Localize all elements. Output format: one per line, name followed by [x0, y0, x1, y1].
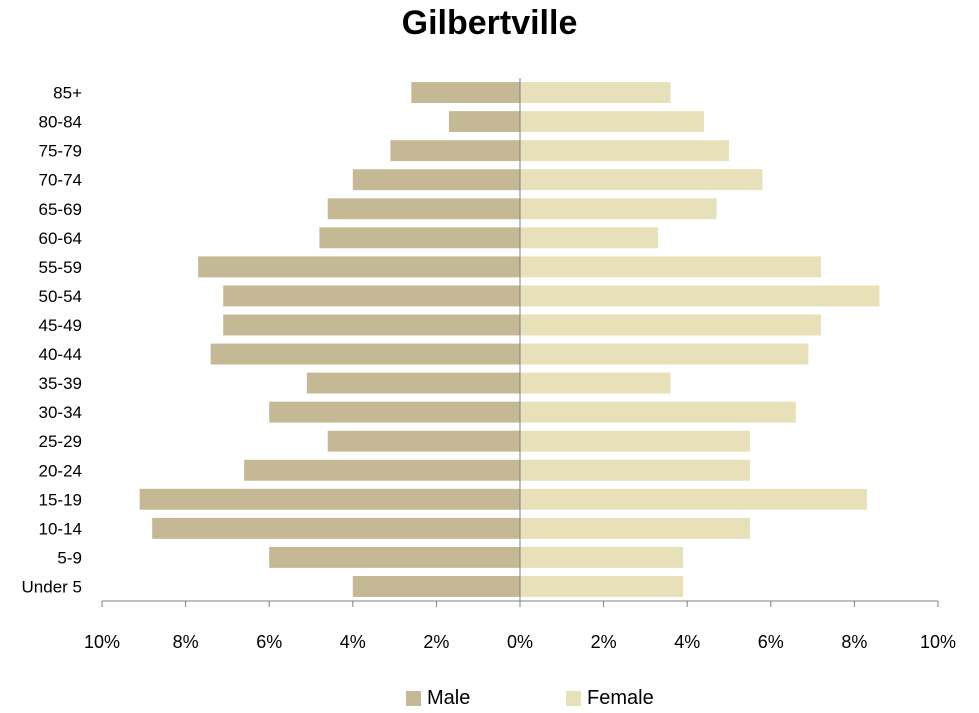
bar-male	[244, 459, 520, 481]
category-label: 35-39	[39, 374, 82, 393]
bar-female	[520, 576, 684, 597]
bar-female	[520, 256, 821, 278]
x-tick-label: 4%	[340, 632, 366, 652]
category-label: 15-19	[39, 490, 82, 509]
bars-group	[139, 82, 880, 597]
bar-male	[352, 576, 520, 597]
bar-male	[448, 111, 520, 133]
bar-female	[520, 314, 821, 336]
category-label: 10-14	[39, 519, 82, 538]
category-label: 30-34	[39, 403, 82, 422]
bar-female	[520, 401, 796, 423]
x-tick-label: 6%	[758, 632, 784, 652]
x-tick-label: 10%	[84, 632, 120, 652]
category-label: 80-84	[39, 113, 82, 132]
x-tick-label: 4%	[674, 632, 700, 652]
category-label: 60-64	[39, 229, 82, 248]
category-label: 45-49	[39, 316, 82, 335]
bar-male	[319, 227, 520, 249]
category-label: 85+	[53, 84, 82, 103]
category-label: 70-74	[39, 171, 82, 190]
legend-swatch-female	[566, 690, 581, 706]
bar-male	[152, 517, 520, 539]
category-label: 20-24	[39, 461, 82, 480]
legend-label-female: Female	[587, 686, 654, 709]
x-tick-label: 2%	[423, 632, 449, 652]
category-label: 25-29	[39, 432, 82, 451]
bar-female	[520, 140, 729, 162]
x-tick-label: 0%	[507, 632, 533, 652]
bar-female	[520, 430, 750, 452]
category-label: 55-59	[39, 258, 82, 277]
bar-female	[520, 169, 763, 191]
bar-male	[390, 140, 520, 162]
category-label: 75-79	[39, 142, 82, 161]
bar-female	[520, 82, 671, 103]
bar-male	[223, 314, 520, 336]
category-label: 50-54	[39, 287, 82, 306]
bar-female	[520, 372, 671, 394]
x-tick-label: 10%	[920, 632, 956, 652]
x-tick-label: 8%	[173, 632, 199, 652]
bar-female	[520, 227, 658, 249]
legend-item-female: Female	[566, 686, 654, 710]
category-label: 5-9	[57, 548, 82, 567]
x-tick-label: 6%	[256, 632, 282, 652]
category-label: Under 5	[22, 577, 82, 596]
bar-female	[520, 111, 704, 133]
bar-female	[520, 285, 880, 307]
x-axis-group: 10% 8% 6% 4% 2% 0% 2% 4% 6% 8% 10%	[84, 78, 956, 652]
bar-male	[306, 372, 520, 394]
category-label: 65-69	[39, 200, 82, 219]
bar-male	[327, 198, 520, 220]
legend-swatch-male	[406, 690, 421, 706]
x-tick-label: 2%	[591, 632, 617, 652]
category-labels-group: 85+ 80-84 75-79 70-74 65-69 60-64 55-59 50-54 45…	[22, 84, 83, 597]
bar-male	[411, 82, 520, 103]
legend-label-male: Male	[427, 686, 471, 709]
bar-male	[210, 343, 520, 365]
bar-male	[327, 430, 520, 452]
bar-male	[223, 285, 520, 307]
bar-male	[269, 546, 520, 568]
chart-title: Gilbertville	[401, 4, 578, 42]
bar-male	[139, 488, 520, 510]
bar-male	[269, 401, 520, 423]
bar-female	[520, 198, 717, 220]
bar-female	[520, 343, 809, 365]
bar-female	[520, 546, 684, 568]
bar-male	[352, 169, 520, 191]
category-label: 40-44	[39, 345, 82, 364]
x-tick-label: 8%	[841, 632, 867, 652]
bar-female	[520, 488, 867, 510]
bar-female	[520, 517, 750, 539]
legend-item-male: Male	[406, 686, 470, 710]
bar-female	[520, 459, 750, 481]
bar-male	[198, 256, 520, 278]
